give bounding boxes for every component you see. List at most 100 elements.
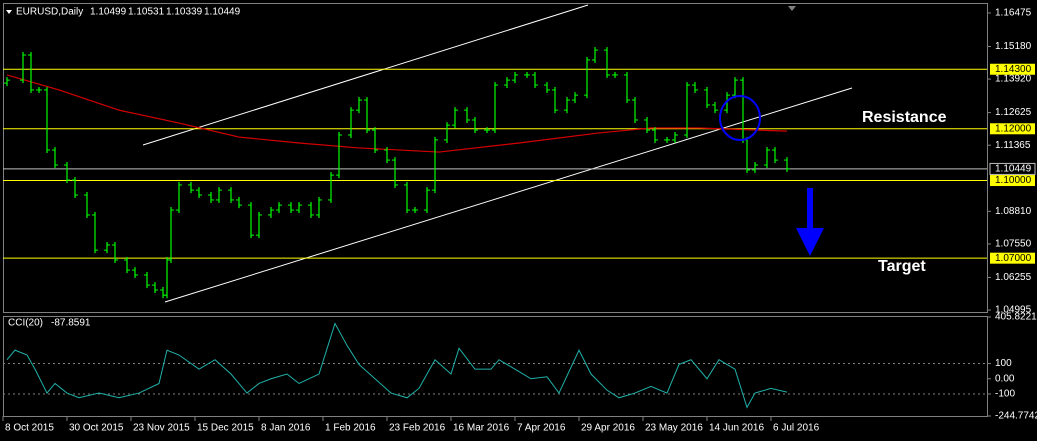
price-bar (492, 82, 498, 134)
y-tick-label: 1.11365 (995, 140, 1031, 151)
price-bar (248, 202, 254, 239)
x-tick-label: 15 Dec 2015 (197, 423, 254, 434)
x-tick-label: 16 Mar 2016 (453, 423, 510, 434)
price-bar (52, 146, 58, 169)
annotation-resistance: Resistance (862, 109, 947, 126)
low-value: 1.10339 (166, 7, 203, 18)
price-bar (764, 146, 770, 169)
level-label-box (990, 175, 1035, 187)
price-bar (632, 97, 638, 123)
price-bar (392, 157, 398, 188)
cci-value: -87.8591 (51, 318, 91, 329)
price-bar (532, 71, 538, 89)
price-bar (424, 187, 430, 214)
price-bar (276, 202, 282, 214)
y-tick-label: 1.04995 (995, 305, 1032, 316)
price-bar (372, 127, 378, 153)
channel-upper (142, 4, 589, 146)
price-bar (328, 172, 334, 203)
price-bar (72, 177, 78, 199)
level-label: 1.12000 (995, 123, 1032, 134)
arrow-head (796, 228, 824, 256)
price-bar (452, 107, 458, 129)
x-tick-label: 8 Jan 2016 (261, 423, 311, 434)
price-bar (664, 136, 670, 143)
price-bar (288, 202, 294, 214)
y-tick-label: -244.7742 (995, 411, 1037, 422)
y-tick-label: 0.00 (995, 373, 1015, 384)
level-label-box (990, 63, 1035, 75)
price-bar (188, 181, 194, 194)
price-bar (20, 52, 26, 84)
x-tick-label: 14 Jun 2016 (709, 423, 764, 434)
price-bar (652, 127, 658, 143)
y-tick-label: 1.07550 (995, 239, 1032, 250)
price-bar (544, 82, 550, 93)
x-tick-label: 23 Feb 2016 (389, 423, 446, 434)
price-bar (692, 82, 698, 93)
x-tick-label: 23 May 2016 (645, 423, 703, 434)
moving-average (6, 74, 788, 153)
channel-lower (164, 87, 853, 303)
price-bar (296, 202, 302, 214)
y-tick-label: 1.12625 (995, 107, 1032, 118)
price-bar (132, 267, 138, 278)
price-bar (268, 207, 274, 218)
main-panel-border (3, 3, 988, 313)
price-bar (228, 187, 234, 203)
y-tick-label: -100 (995, 389, 1015, 400)
y-tick-label: 100 (995, 358, 1012, 369)
price-bar (604, 47, 610, 78)
price-bar (216, 187, 222, 203)
cci-title: CCI(20) (8, 318, 43, 329)
price-bar (36, 86, 42, 93)
y-tick-label: 1.15180 (995, 41, 1032, 52)
price-bar (624, 71, 630, 104)
price-bar (176, 181, 182, 214)
price-bar (552, 86, 558, 114)
price-bar (44, 86, 50, 153)
x-tick-label: 30 Oct 2015 (69, 423, 124, 434)
price-bar (772, 146, 778, 164)
price-bar (104, 241, 110, 254)
shift-marker (788, 6, 796, 11)
y-tick-label: 1.06255 (995, 272, 1032, 283)
price-bar (92, 211, 98, 254)
price-bar (364, 97, 370, 134)
price-bar (672, 131, 678, 143)
price-bar (112, 241, 118, 263)
price-bar (564, 97, 570, 114)
x-tick-label: 8 Oct 2015 (5, 423, 54, 434)
price-bar (572, 92, 578, 104)
price-bar (464, 107, 470, 123)
price-bar (684, 82, 690, 138)
cci-line (6, 322, 788, 409)
price-bar (644, 116, 650, 134)
y-tick-label: 1.13920 (995, 74, 1032, 85)
price-bar (316, 196, 322, 218)
open-value: 1.10499 (90, 7, 127, 18)
price-bar (4, 77, 10, 87)
price-bar (404, 181, 410, 214)
price-bar (84, 192, 90, 218)
price-bar (308, 202, 314, 218)
price-bar (712, 101, 718, 114)
level-label-box (990, 252, 1035, 264)
price-layer (3, 47, 987, 409)
y-tick-label: 1.08810 (995, 206, 1032, 217)
x-tick-label: 29 Apr 2016 (581, 423, 635, 434)
x-tick-label: 23 Nov 2015 (133, 423, 190, 434)
current-price-label: 1.10449 (995, 164, 1032, 175)
price-bar (356, 97, 362, 114)
price-bar (704, 86, 710, 108)
price-bar (152, 282, 158, 294)
price-bar (168, 207, 174, 263)
price-bar (504, 77, 510, 89)
highlight-circle (719, 95, 761, 141)
price-bar (432, 136, 438, 194)
close-value: 1.10449 (204, 7, 241, 18)
price-bar (144, 271, 150, 289)
y-tick-label: 1.16475 (995, 8, 1032, 19)
